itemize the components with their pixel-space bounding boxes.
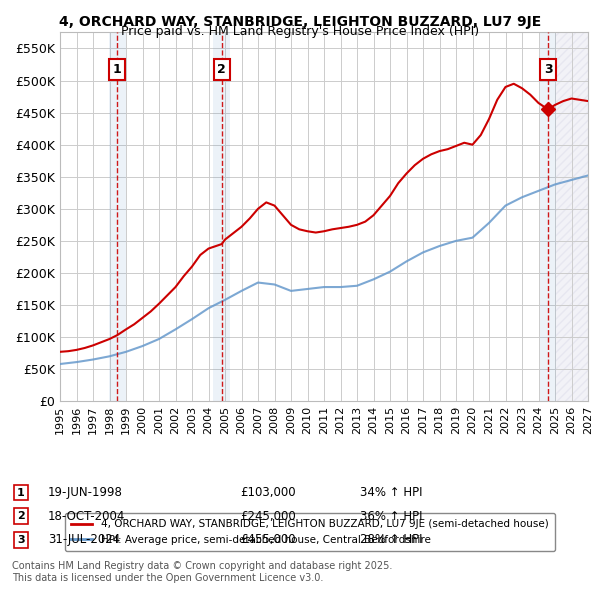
Text: 1: 1 (113, 63, 122, 76)
Text: 4, ORCHARD WAY, STANBRIDGE, LEIGHTON BUZZARD, LU7 9JE: 4, ORCHARD WAY, STANBRIDGE, LEIGHTON BUZ… (59, 15, 541, 29)
Text: 34% ↑ HPI: 34% ↑ HPI (360, 486, 422, 499)
Text: Contains HM Land Registry data © Crown copyright and database right 2025.
This d: Contains HM Land Registry data © Crown c… (12, 561, 392, 583)
Bar (540, 32, 556, 401)
Text: 2: 2 (17, 512, 25, 521)
Text: Price paid vs. HM Land Registry's House Price Index (HPI): Price paid vs. HM Land Registry's House … (121, 25, 479, 38)
Bar (214, 32, 230, 401)
Legend: 4, ORCHARD WAY, STANBRIDGE, LEIGHTON BUZZARD, LU7 9JE (semi-detached house), HPI: 4, ORCHARD WAY, STANBRIDGE, LEIGHTON BUZ… (65, 513, 554, 551)
Text: 18-OCT-2004: 18-OCT-2004 (48, 510, 125, 523)
Text: £103,000: £103,000 (240, 486, 296, 499)
Text: 3: 3 (17, 535, 25, 545)
Text: £245,000: £245,000 (240, 510, 296, 523)
Bar (555, 32, 588, 401)
Text: 3: 3 (544, 63, 553, 76)
Text: 31-JUL-2024: 31-JUL-2024 (48, 533, 120, 546)
Text: 19-JUN-1998: 19-JUN-1998 (48, 486, 123, 499)
Text: 36% ↑ HPI: 36% ↑ HPI (360, 510, 422, 523)
Text: £455,000: £455,000 (240, 533, 296, 546)
Text: 2: 2 (217, 63, 226, 76)
Text: 28% ↑ HPI: 28% ↑ HPI (360, 533, 422, 546)
Bar (109, 32, 125, 401)
Text: 1: 1 (17, 488, 25, 497)
